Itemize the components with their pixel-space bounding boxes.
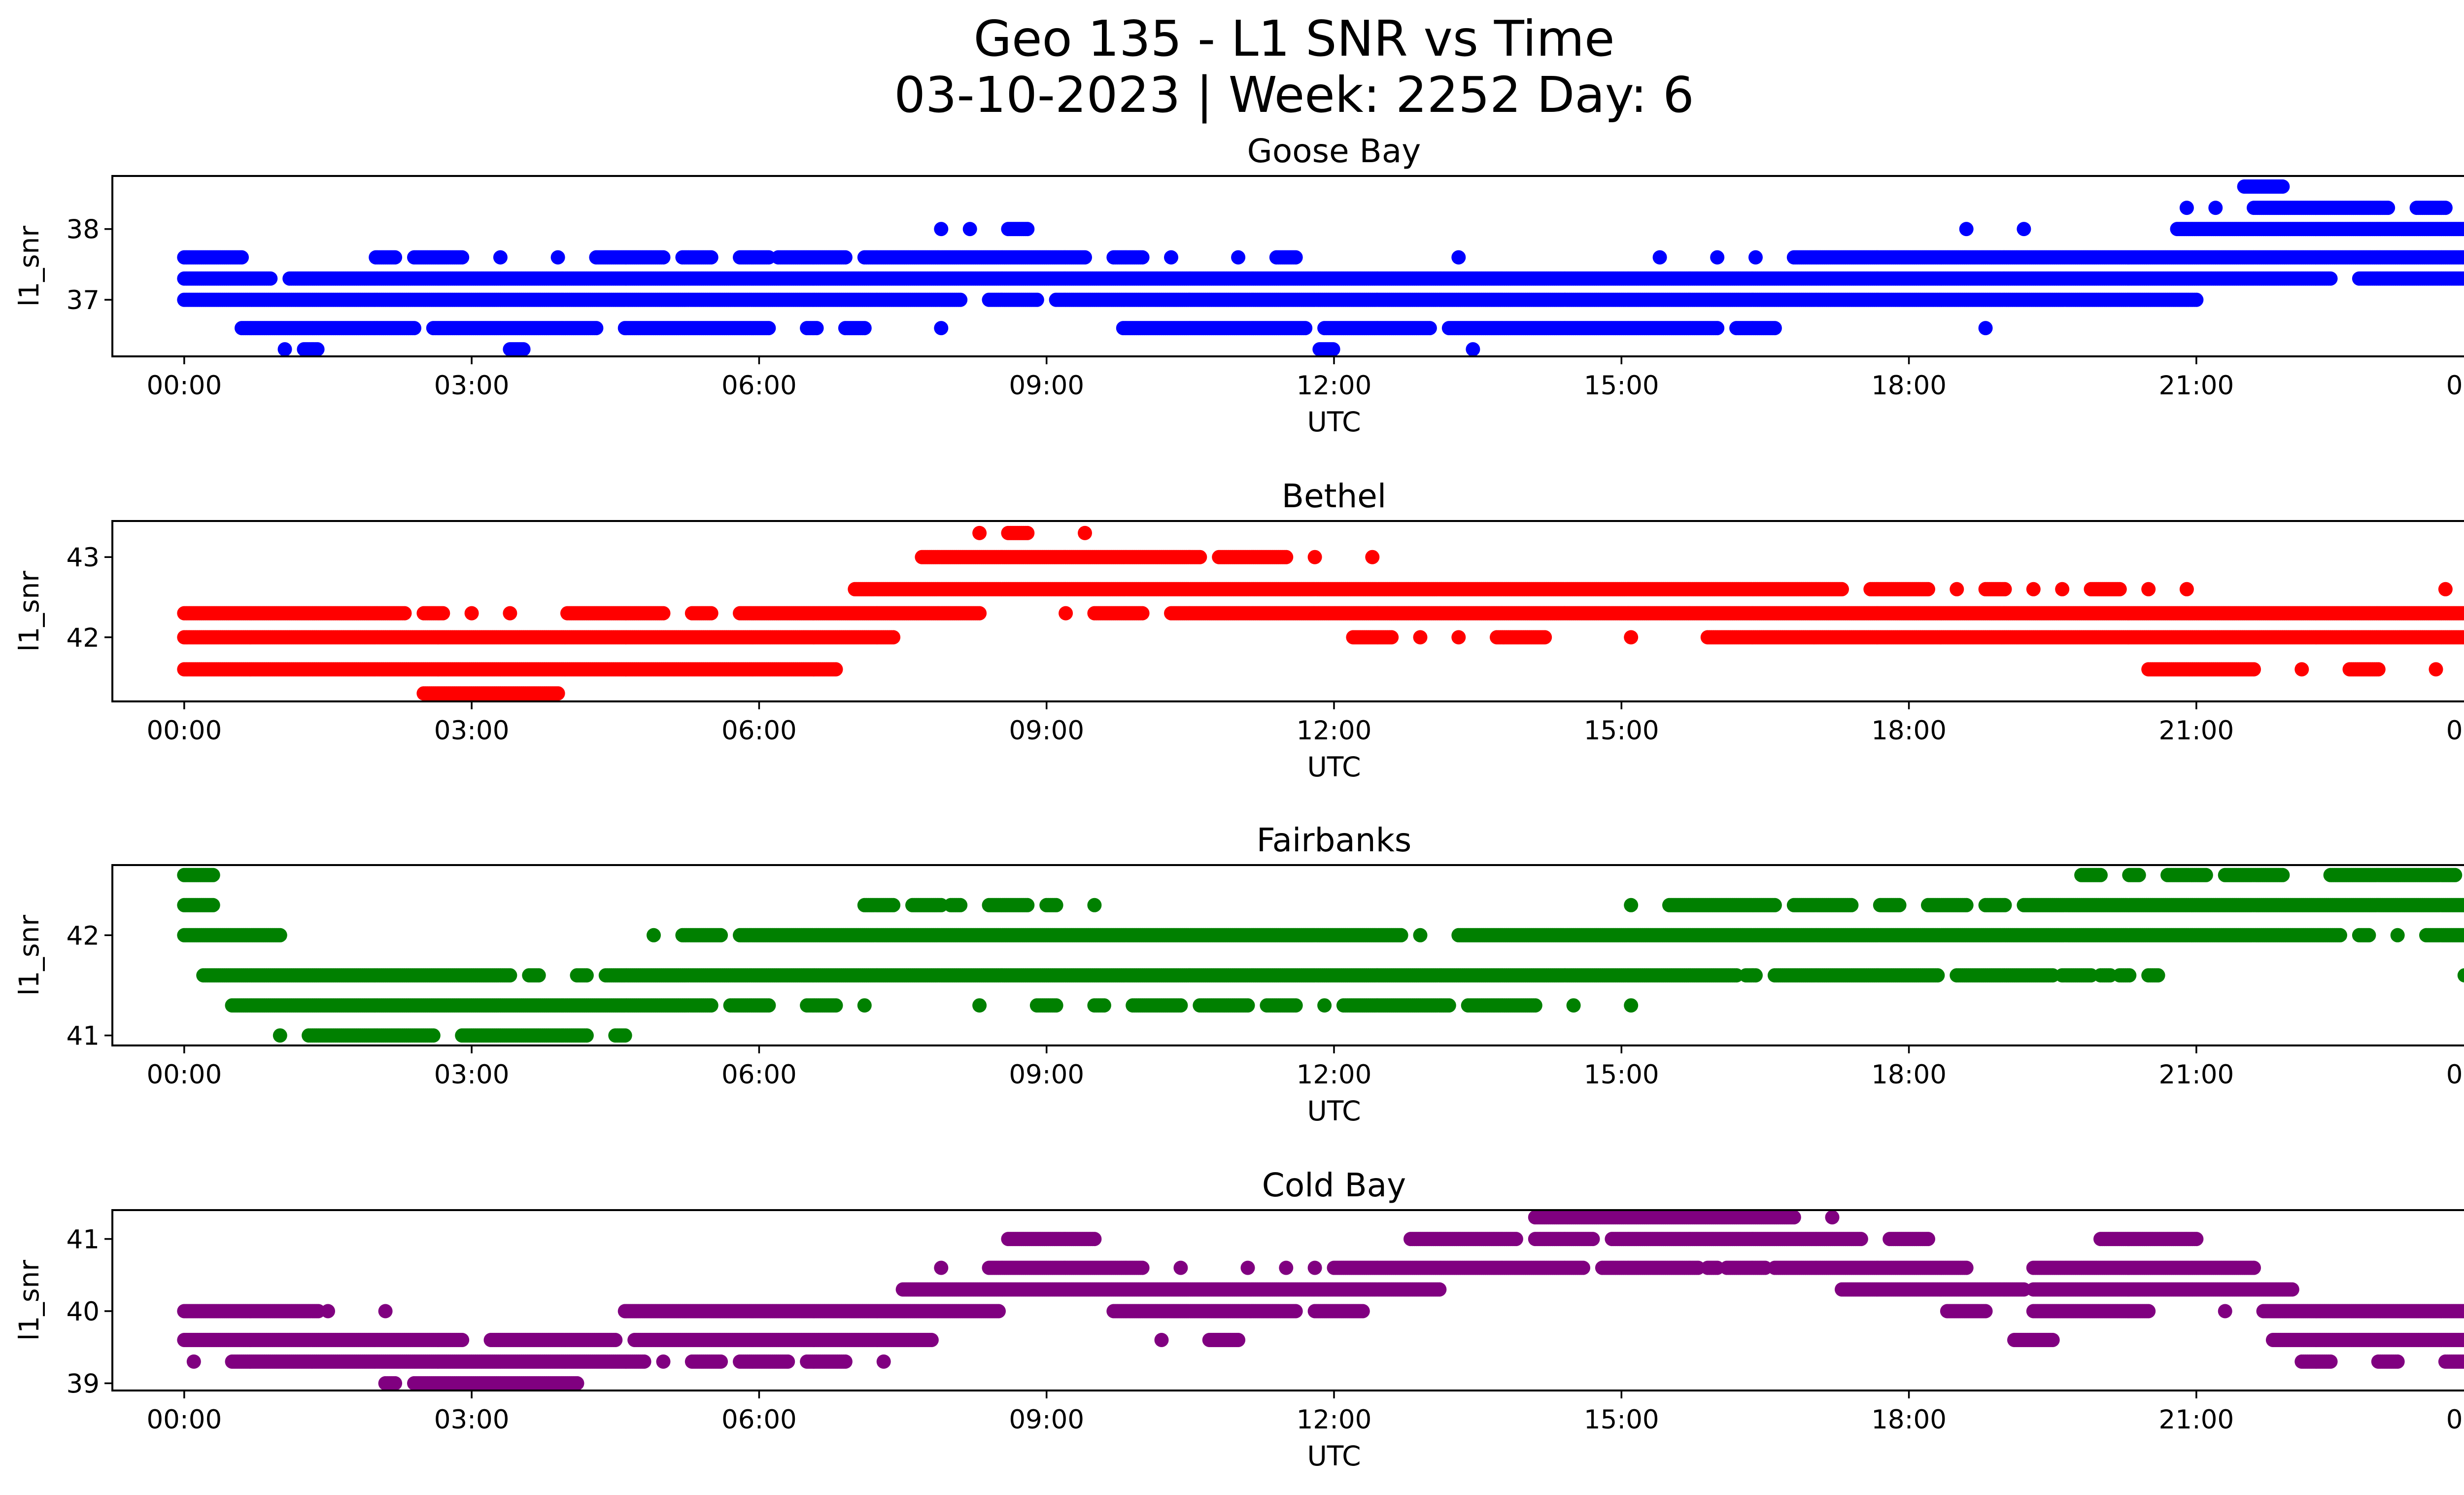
panels: Goose Bay 00:00 03:00 06:00 09:00 12:00 15:00 1… [13, 132, 2464, 1472]
x-tick-label: 00:00 [2446, 371, 2464, 401]
data-point [2429, 662, 2443, 677]
data-point [962, 222, 977, 237]
data-point [1029, 292, 1044, 307]
data-point [1298, 321, 1313, 336]
data-point [2294, 662, 2309, 677]
data-point [1326, 342, 1340, 356]
data-point [1384, 630, 1399, 645]
data-point [493, 250, 508, 265]
data-point [2323, 271, 2338, 286]
data-point [1748, 250, 1763, 265]
y-tick-label: 37 [67, 285, 100, 315]
data-point [1451, 250, 1466, 265]
x-tick-label: 06:00 [721, 371, 797, 401]
data-point [550, 686, 565, 701]
figure-title-line2: 03-10-2023 | Week: 2252 Day: 6 [894, 66, 1694, 124]
x-tick-label: 15:00 [1584, 371, 1659, 401]
data-point [407, 321, 421, 336]
data-point [277, 342, 292, 356]
data-point [550, 250, 565, 265]
data-point [809, 321, 824, 336]
data-point [589, 321, 604, 336]
data-point [1451, 630, 1466, 645]
data-point [2208, 201, 2223, 215]
data-point [1652, 250, 1667, 265]
data-point [1978, 321, 1993, 336]
data-point [704, 250, 719, 265]
data-point [828, 662, 843, 677]
data-point [934, 222, 949, 237]
data-point [1078, 250, 1092, 265]
data-point [1422, 321, 1437, 336]
data-point [1624, 630, 1639, 645]
data-point [2247, 662, 2261, 677]
data-point [953, 292, 968, 307]
data-point [1288, 250, 1303, 265]
x-axis-label: UTC [1307, 406, 1361, 438]
x-tick-label: 03:00 [434, 371, 510, 401]
x-tick-label: 21:00 [2159, 371, 2234, 401]
x-tick-label: 12:00 [1297, 371, 1372, 401]
data-point [2461, 273, 2464, 284]
data-point [2438, 201, 2453, 215]
data-point [1164, 250, 1178, 265]
data-point [388, 250, 403, 265]
data-point [1231, 250, 1246, 265]
x-tick-label: 18:00 [1871, 371, 1947, 401]
data-point [2461, 223, 2464, 235]
data-point [1767, 321, 1782, 336]
data-point [857, 321, 872, 336]
data-point [2371, 662, 2386, 677]
data-point [886, 630, 901, 645]
data-points [177, 525, 2464, 701]
panel-title: Bethel [1282, 477, 1387, 515]
data-point [934, 321, 949, 336]
data-point [2461, 251, 2464, 263]
panel-goose-bay: Goose Bay 00:00 03:00 06:00 09:00 12:00 15:00 1… [13, 132, 2464, 438]
y-tick-label: 38 [67, 215, 100, 245]
data-point [310, 342, 325, 356]
data-point [1710, 321, 1725, 336]
data-point [1020, 222, 1035, 237]
data-point [2189, 292, 2204, 307]
data-point [1710, 250, 1725, 265]
data-point [455, 250, 470, 265]
data-point [1959, 222, 1974, 237]
data-point [838, 250, 853, 265]
data-point [2017, 222, 2031, 237]
data-points [177, 179, 2464, 356]
data-point [2275, 179, 2290, 194]
data-point [263, 271, 278, 286]
data-point [1135, 250, 1150, 265]
data-point [1466, 342, 1480, 356]
y-axis-label: l1_snr [13, 226, 45, 307]
x-tick-label: 00:00 [146, 371, 222, 401]
data-point [2381, 201, 2396, 215]
data-point [761, 321, 776, 336]
data-point [516, 342, 531, 356]
data-point [1538, 630, 1552, 645]
x-tick-label: 09:00 [1009, 371, 1084, 401]
data-point [235, 250, 249, 265]
data-point [1413, 630, 1428, 645]
data-point [656, 250, 671, 265]
panel-title: Goose Bay [1247, 132, 1421, 170]
figure-title-line1: Geo 135 - L1 SNR vs Time [974, 10, 1615, 68]
data-point [2179, 201, 2194, 215]
